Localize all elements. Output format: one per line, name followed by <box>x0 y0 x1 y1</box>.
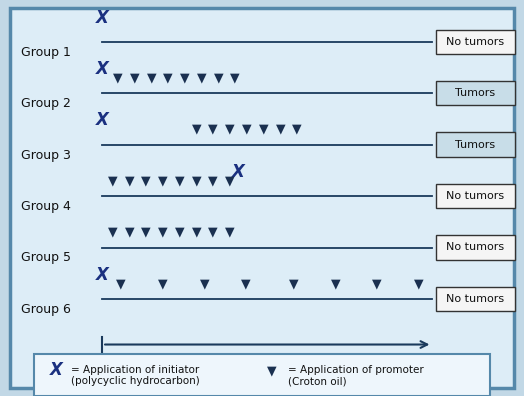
Text: ▼: ▼ <box>242 277 251 290</box>
Text: ▼: ▼ <box>108 174 117 187</box>
FancyBboxPatch shape <box>10 8 514 388</box>
Text: ▼: ▼ <box>158 277 167 290</box>
Text: Time ➡: Time ➡ <box>260 354 305 367</box>
Text: No tumors: No tumors <box>446 294 505 304</box>
Text: ▼: ▼ <box>292 122 302 135</box>
Text: ▼: ▼ <box>209 174 218 187</box>
Text: No tumors: No tumors <box>446 191 505 201</box>
Text: ▼: ▼ <box>192 174 201 187</box>
Text: X: X <box>96 266 108 284</box>
Text: (Croton oil): (Croton oil) <box>288 376 347 386</box>
Text: Group 2: Group 2 <box>21 97 71 110</box>
Text: ▼: ▼ <box>158 174 168 187</box>
Text: No tumors: No tumors <box>446 242 505 253</box>
Text: (polycyclic hydrocarbon): (polycyclic hydrocarbon) <box>71 376 200 386</box>
Text: = Application of initiator: = Application of initiator <box>71 366 199 375</box>
Text: ▼: ▼ <box>209 225 218 238</box>
Text: ▼: ▼ <box>197 71 206 84</box>
FancyBboxPatch shape <box>436 287 515 311</box>
Text: ▼: ▼ <box>125 225 134 238</box>
Text: ▼: ▼ <box>113 71 123 84</box>
Text: ▼: ▼ <box>331 277 340 290</box>
Text: Group 4: Group 4 <box>21 200 71 213</box>
Text: ▼: ▼ <box>180 71 190 84</box>
Text: No tumors: No tumors <box>446 36 505 47</box>
FancyBboxPatch shape <box>436 29 515 53</box>
Text: ▼: ▼ <box>225 122 235 135</box>
Text: ▼: ▼ <box>192 225 201 238</box>
Text: ▼: ▼ <box>192 122 201 135</box>
Text: ▼: ▼ <box>225 174 235 187</box>
Text: X: X <box>96 112 108 129</box>
FancyBboxPatch shape <box>34 354 490 396</box>
Text: X: X <box>96 60 108 78</box>
Text: ▼: ▼ <box>141 225 151 238</box>
Text: Group 1: Group 1 <box>21 46 71 59</box>
Text: ▼: ▼ <box>209 122 218 135</box>
FancyBboxPatch shape <box>436 184 515 208</box>
Text: ▼: ▼ <box>225 225 235 238</box>
Text: ▼: ▼ <box>231 71 240 84</box>
Text: X: X <box>232 163 245 181</box>
Text: ▼: ▼ <box>289 277 298 290</box>
Text: ▼: ▼ <box>108 225 117 238</box>
Text: ▼: ▼ <box>125 174 134 187</box>
Text: ▼: ▼ <box>214 71 223 84</box>
Text: ▼: ▼ <box>130 71 139 84</box>
Text: = Application of promoter: = Application of promoter <box>288 366 424 375</box>
Text: Group 6: Group 6 <box>21 303 71 316</box>
Text: ▼: ▼ <box>414 277 424 290</box>
Text: X: X <box>50 362 63 379</box>
Text: ▼: ▼ <box>373 277 382 290</box>
FancyBboxPatch shape <box>436 235 515 260</box>
Text: ▼: ▼ <box>141 174 151 187</box>
Text: Tumors: Tumors <box>455 88 496 98</box>
Text: ▼: ▼ <box>267 364 277 377</box>
Text: ▼: ▼ <box>276 122 285 135</box>
Text: ▼: ▼ <box>163 71 173 84</box>
Text: ▼: ▼ <box>175 174 184 187</box>
Text: ▼: ▼ <box>259 122 268 135</box>
Text: ▼: ▼ <box>175 225 184 238</box>
FancyBboxPatch shape <box>436 81 515 105</box>
Text: X: X <box>96 9 108 27</box>
Text: ▼: ▼ <box>242 122 252 135</box>
Text: Group 3: Group 3 <box>21 148 71 162</box>
Text: ▼: ▼ <box>200 277 209 290</box>
Text: Tumors: Tumors <box>455 139 496 150</box>
Text: ▼: ▼ <box>116 277 125 290</box>
Text: ▼: ▼ <box>147 71 156 84</box>
FancyBboxPatch shape <box>436 132 515 156</box>
Text: Group 5: Group 5 <box>21 251 71 265</box>
Text: ▼: ▼ <box>158 225 168 238</box>
